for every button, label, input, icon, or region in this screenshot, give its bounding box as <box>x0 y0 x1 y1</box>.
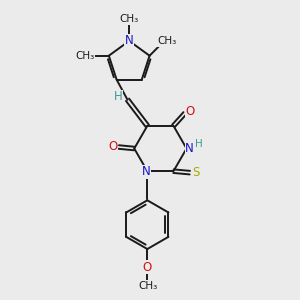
Text: CH₃: CH₃ <box>158 36 177 46</box>
Text: O: O <box>143 261 152 274</box>
Text: O: O <box>108 140 118 153</box>
Text: N: N <box>125 34 134 47</box>
Text: H: H <box>114 90 122 103</box>
Text: O: O <box>186 105 195 118</box>
Text: H: H <box>195 139 203 149</box>
Text: CH₃: CH₃ <box>120 14 139 24</box>
Text: N: N <box>142 165 150 178</box>
Text: S: S <box>193 166 200 179</box>
Text: CH₃: CH₃ <box>138 281 158 291</box>
Text: N: N <box>185 142 194 155</box>
Text: CH₃: CH₃ <box>75 51 95 61</box>
